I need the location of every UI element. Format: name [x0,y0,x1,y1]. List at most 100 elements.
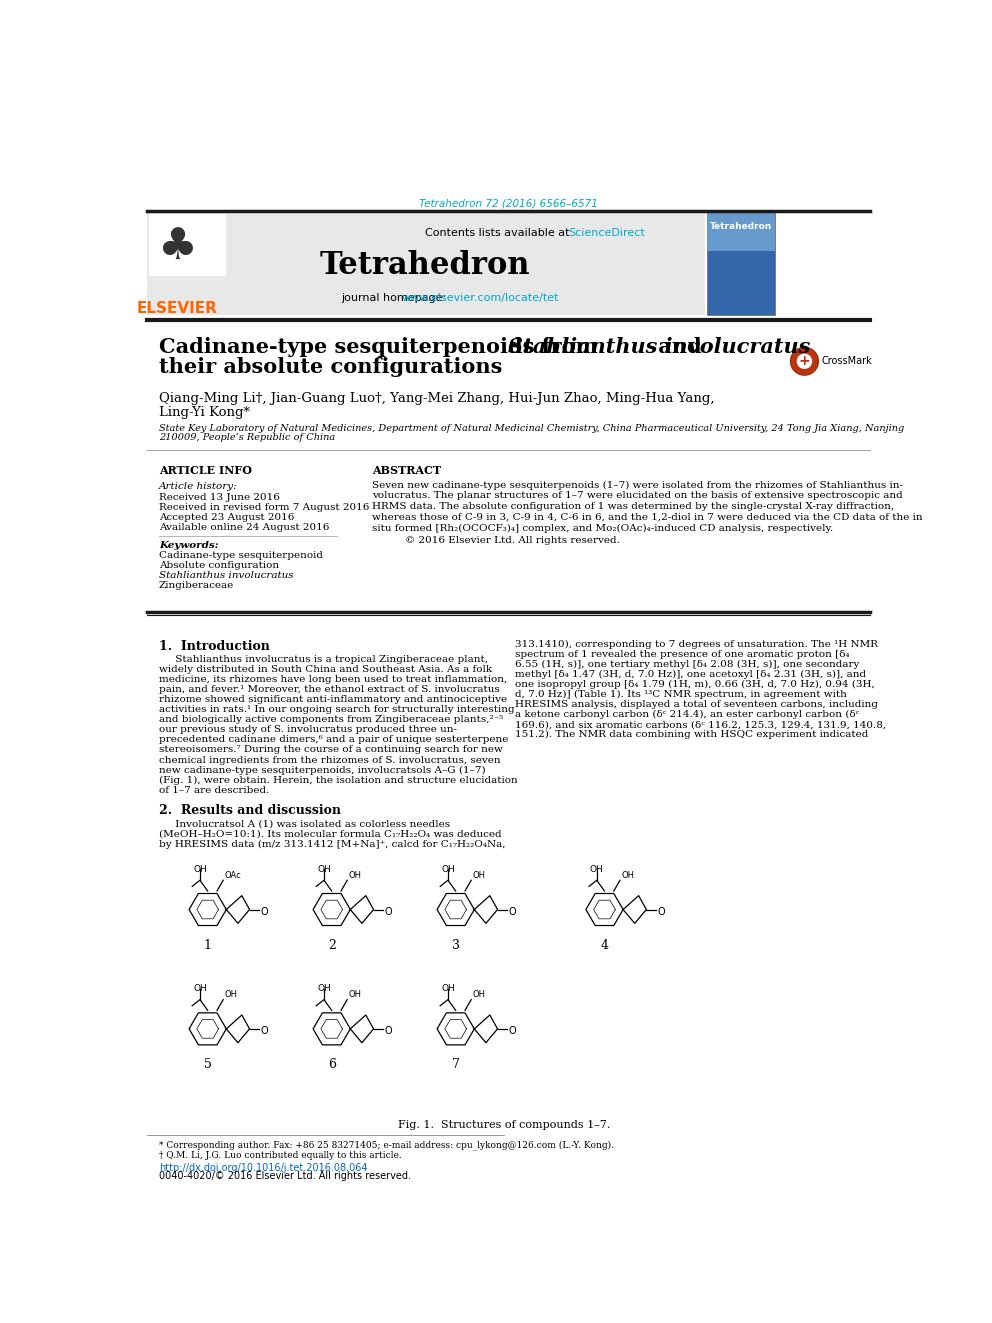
Text: Contents lists available at: Contents lists available at [425,228,572,238]
Text: and biologically active components from Zingiberaceae plants,²⁻⁵: and biologically active components from … [159,716,503,725]
Text: O: O [385,1027,392,1036]
Text: Stahlianthus involucratus is a tropical Zingiberaceae plant,: Stahlianthus involucratus is a tropical … [159,655,488,664]
Text: 4: 4 [600,939,608,951]
Text: 1.  Introduction: 1. Introduction [159,640,270,654]
Text: Received 13 June 2016: Received 13 June 2016 [159,493,280,501]
Text: journal homepage:: journal homepage: [341,292,449,303]
Text: widely distributed in South China and Southeast Asia. As a folk: widely distributed in South China and So… [159,665,492,675]
Text: precedented cadinane dimers,⁶ and a pair of unique sesterterpene: precedented cadinane dimers,⁶ and a pair… [159,736,508,745]
Text: Seven new cadinane-type sesquiterpenoids (1–7) were isolated from the rhizomes o: Seven new cadinane-type sesquiterpenoids… [372,480,903,490]
Text: OH: OH [590,865,603,875]
Text: Keywords:: Keywords: [159,541,218,549]
Text: OH: OH [225,991,238,999]
Text: Involucratsol A (1) was isolated as colorless needles: Involucratsol A (1) was isolated as colo… [159,819,450,828]
Text: 1: 1 [203,939,211,951]
Text: Qiang-Ming Li†, Jian-Guang Luo†, Yang-Mei Zhang, Hui-Jun Zhao, Ming-Hua Yang,: Qiang-Ming Li†, Jian-Guang Luo†, Yang-Me… [159,392,714,405]
Text: ♣: ♣ [157,226,196,269]
Text: Available online 24 August 2016: Available online 24 August 2016 [159,523,329,532]
Text: OH: OH [473,991,486,999]
Text: Article history:: Article history: [159,482,237,491]
Text: Cadinane-type sesquiterpenoids from: Cadinane-type sesquiterpenoids from [159,337,605,357]
Text: O: O [509,1027,516,1036]
Text: O: O [657,906,665,917]
Text: Fig. 1.  Structures of compounds 1–7.: Fig. 1. Structures of compounds 1–7. [398,1119,610,1130]
Text: OH: OH [622,871,635,880]
Text: O: O [385,906,392,917]
Text: 3: 3 [451,939,459,951]
Text: 2: 2 [327,939,335,951]
Text: Tetrahedron: Tetrahedron [319,250,530,280]
Text: ScienceDirect: ScienceDirect [568,228,645,238]
Text: ARTICLE INFO: ARTICLE INFO [159,466,252,476]
Text: a ketone carbonyl carbon (δᶜ 214.4), an ester carbonyl carbon (δᶜ: a ketone carbonyl carbon (δᶜ 214.4), an … [516,710,860,720]
Bar [706,213,775,315]
Text: O: O [509,906,516,917]
Text: medicine, its rhizomes have long been used to treat inflammation,: medicine, its rhizomes have long been us… [159,676,507,684]
Text: new cadinane-type sesquiterpenoids, involucratsols A–G (1–7): new cadinane-type sesquiterpenoids, invo… [159,766,485,775]
Text: and: and [651,337,701,357]
Bar [147,213,705,315]
Bar [149,214,226,275]
Text: of 1–7 are described.: of 1–7 are described. [159,786,269,795]
Text: 210009, People’s Republic of China: 210009, People’s Republic of China [159,433,335,442]
Text: Tetrahedron: Tetrahedron [709,222,772,232]
Text: www.elsevier.com/locate/tet: www.elsevier.com/locate/tet [402,292,558,303]
Text: d, 7.0 Hz)] (Table 1). Its ¹³C NMR spectrum, in agreement with: d, 7.0 Hz)] (Table 1). Its ¹³C NMR spect… [516,691,847,699]
Text: (Fig. 1), were obtain. Herein, the isolation and structure elucidation: (Fig. 1), were obtain. Herein, the isola… [159,775,518,785]
Text: rhizome showed significant anti-inflammatory and antinociceptive: rhizome showed significant anti-inflamma… [159,696,507,704]
Text: † Q.M. Li, J.G. Luo contributed equally to this article.: † Q.M. Li, J.G. Luo contributed equally … [159,1151,402,1159]
Text: spectrum of 1 revealed the presence of one aromatic proton [δ₄: spectrum of 1 revealed the presence of o… [516,650,850,659]
Text: State Key Laboratory of Natural Medicines, Department of Natural Medicinal Chemi: State Key Laboratory of Natural Medicine… [159,423,904,433]
Text: their absolute configurations: their absolute configurations [159,357,502,377]
Text: situ formed [Rh₂(OCOCF₃)₄] complex, and Mo₂(OAc)₄-induced CD analysis, respectiv: situ formed [Rh₂(OCOCF₃)₄] complex, and … [372,524,833,533]
Text: volucratus. The planar structures of 1–7 were elucidated on the basis of extensi: volucratus. The planar structures of 1–7… [372,491,903,500]
Text: Stahlianthus involucratus: Stahlianthus involucratus [508,337,810,357]
Text: 313.1410), corresponding to 7 degrees of unsaturation. The ¹H NMR: 313.1410), corresponding to 7 degrees of… [516,640,878,650]
Text: OH: OH [193,865,206,875]
Text: +: + [799,355,810,368]
Text: OH: OH [317,865,330,875]
Text: 5: 5 [203,1058,211,1072]
Circle shape [791,348,818,376]
Text: OH: OH [441,865,454,875]
Text: O: O [260,906,268,917]
Text: ABSTRACT: ABSTRACT [372,466,441,476]
Text: CrossMark: CrossMark [821,356,872,366]
Text: our previous study of S. involucratus produced three un-: our previous study of S. involucratus pr… [159,725,457,734]
Text: OH: OH [349,871,362,880]
Text: Cadinane-type sesquiterpenoid: Cadinane-type sesquiterpenoid [159,552,322,561]
Text: 6.55 (1H, s)], one tertiary methyl [δ₄ 2.08 (3H, s)], one secondary: 6.55 (1H, s)], one tertiary methyl [δ₄ 2… [516,660,860,669]
Circle shape [797,353,812,369]
Text: Received in revised form 7 August 2016: Received in revised form 7 August 2016 [159,503,369,512]
Text: Stahlianthus involucratus: Stahlianthus involucratus [159,572,294,581]
Text: © 2016 Elsevier Ltd. All rights reserved.: © 2016 Elsevier Ltd. All rights reserved… [405,536,620,545]
Text: whereas those of C-9 in 3, C-9 in 4, C-6 in 6, and the 1,2-diol in 7 were deduce: whereas those of C-9 in 3, C-9 in 4, C-6… [372,513,923,523]
Text: O: O [260,1027,268,1036]
Text: one isopropyl group [δ₄ 1.79 (1H, m), 0.66 (3H, d, 7.0 Hz), 0.94 (3H,: one isopropyl group [δ₄ 1.79 (1H, m), 0.… [516,680,875,689]
Text: by HRESIMS data (m/z 313.1412 [M+Na]⁺, calcd for C₁₇H₂₂O₄Na,: by HRESIMS data (m/z 313.1412 [M+Na]⁺, c… [159,839,505,848]
Text: chemical ingredients from the rhizomes of S. involucratus, seven: chemical ingredients from the rhizomes o… [159,755,501,765]
Text: 6: 6 [327,1058,335,1072]
Text: Ling-Yi Kong*: Ling-Yi Kong* [159,406,250,419]
Text: * Corresponding author. Fax: +86 25 83271405; e-mail address: cpu_lykong@126.com: * Corresponding author. Fax: +86 25 8327… [159,1139,614,1150]
Text: HRMS data. The absolute configuration of 1 was determined by the single-crystal : HRMS data. The absolute configuration of… [372,503,894,511]
Text: 2.  Results and discussion: 2. Results and discussion [159,804,341,818]
Text: OH: OH [473,871,486,880]
Text: methyl [δ₄ 1.47 (3H, d, 7.0 Hz)], one acetoxyl [δ₄ 2.31 (3H, s)], and: methyl [δ₄ 1.47 (3H, d, 7.0 Hz)], one ac… [516,669,866,679]
Text: OH: OH [317,984,330,994]
Text: OH: OH [349,991,362,999]
Text: Zingiberaceae: Zingiberaceae [159,582,234,590]
Text: Tetrahedron 72 (2016) 6566–6571: Tetrahedron 72 (2016) 6566–6571 [419,198,598,209]
Text: 7: 7 [451,1058,459,1072]
Text: activities in rats.¹ In our ongoing search for structurally interesting: activities in rats.¹ In our ongoing sear… [159,705,515,714]
Text: (MeOH–H₂O=10:1). Its molecular formula C₁₇H₂₂O₄ was deduced: (MeOH–H₂O=10:1). Its molecular formula C… [159,830,502,839]
Text: OAc: OAc [225,871,241,880]
Text: OH: OH [193,984,206,994]
Text: OH: OH [441,984,454,994]
Text: HRESIMS analysis, displayed a total of seventeen carbons, including: HRESIMS analysis, displayed a total of s… [516,700,878,709]
Text: 151.2). The NMR data combining with HSQC experiment indicated: 151.2). The NMR data combining with HSQC… [516,730,869,740]
Text: Absolute configuration: Absolute configuration [159,561,279,570]
Text: Accepted 23 August 2016: Accepted 23 August 2016 [159,513,295,523]
Text: 169.6), and six aromatic carbons (δᶜ 116.2, 125.3, 129.4, 131.9, 140.8,: 169.6), and six aromatic carbons (δᶜ 116… [516,720,887,729]
Text: pain, and fever.¹ Moreover, the ethanol extract of S. involucratus: pain, and fever.¹ Moreover, the ethanol … [159,685,500,695]
